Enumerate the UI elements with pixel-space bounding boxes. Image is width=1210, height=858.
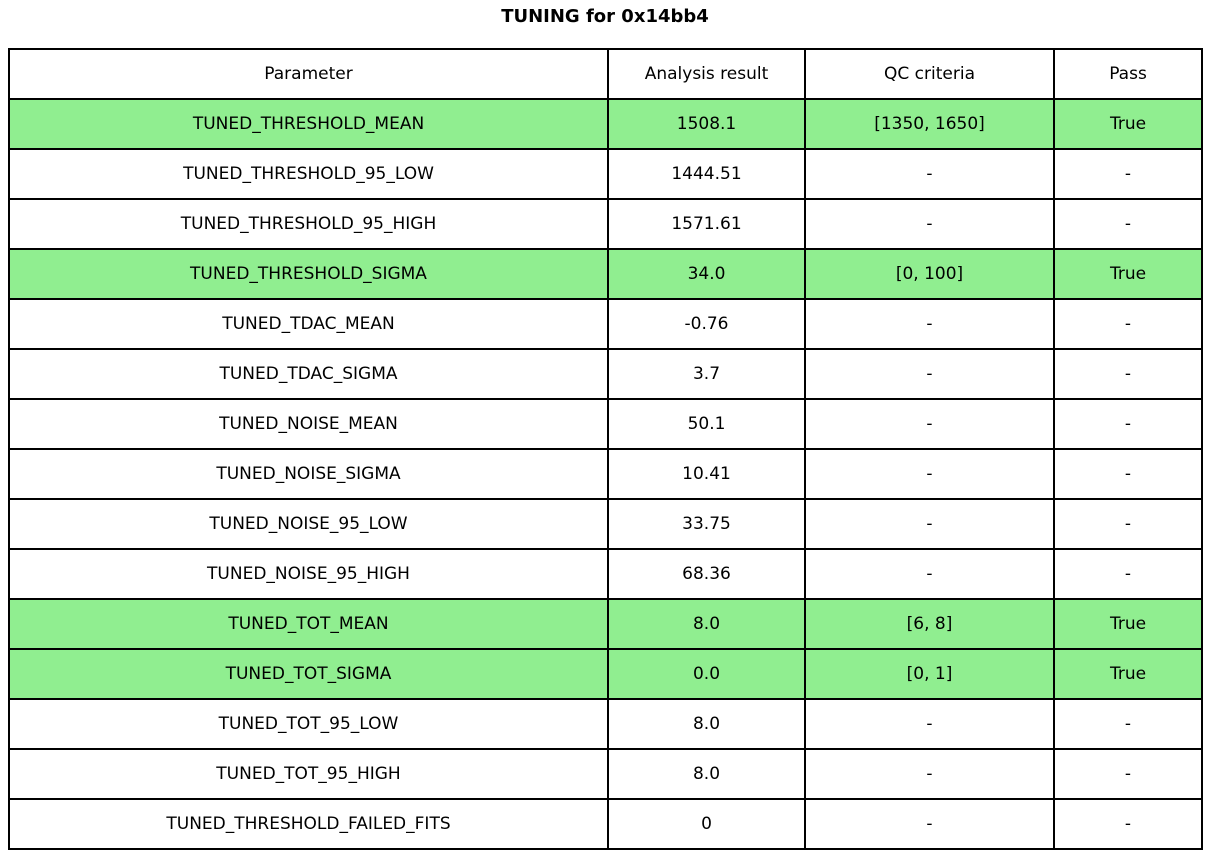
analysis-result-cell: 10.41 xyxy=(607,448,806,500)
column-header-analysis-result: Analysis result xyxy=(607,48,806,100)
table-row: TUNED_THRESHOLD_95_LOW 1444.51- - xyxy=(8,148,1203,200)
qc-criteria-cell: - xyxy=(804,348,1055,400)
column-header-parameter: Parameter xyxy=(8,48,609,100)
table-row: TUNED_THRESHOLD_FAILED_FITS 0- - xyxy=(8,798,1203,850)
qc-criteria-cell: - xyxy=(804,498,1055,550)
analysis-result-cell: 3.7 xyxy=(607,348,806,400)
tuning-qc-table: Parameter Analysis result QC criteria Pass … xyxy=(8,48,1203,850)
pass-cell: - xyxy=(1053,348,1203,400)
table-row: TUNED_TDAC_SIGMA 3.7- - xyxy=(8,348,1203,400)
analysis-result-cell: 1508.1 xyxy=(607,98,806,150)
pass-cell: - xyxy=(1053,798,1203,850)
table-row: TUNED_TOT_95_HIGH 8.0- - xyxy=(8,748,1203,800)
parameter-cell: TUNED_NOISE_SIGMA xyxy=(8,448,609,500)
analysis-result-cell: 1444.51 xyxy=(607,148,806,200)
analysis-result-cell: 8.0 xyxy=(607,748,806,800)
analysis-result-cell: 8.0 xyxy=(607,698,806,750)
parameter-cell: TUNED_NOISE_95_LOW xyxy=(8,498,609,550)
qc-criteria-cell: - xyxy=(804,398,1055,450)
parameter-cell: TUNED_THRESHOLD_95_LOW xyxy=(8,148,609,200)
column-header-qc-criteria: QC criteria xyxy=(804,48,1055,100)
analysis-result-cell: 1571.61 xyxy=(607,198,806,250)
analysis-result-cell: -0.76 xyxy=(607,298,806,350)
table-body: TUNED_THRESHOLD_MEAN 1508.1 [1350, 1650] Tr… xyxy=(8,98,1203,850)
qc-criteria-cell: [0, 100] xyxy=(804,248,1055,300)
parameter-cell: TUNED_THRESHOLD_FAILED_FITS xyxy=(8,798,609,850)
parameter-cell: TUNED_TOT_MEAN xyxy=(8,598,609,650)
parameter-cell: TUNED_TDAC_SIGMA xyxy=(8,348,609,400)
parameter-cell: TUNED_THRESHOLD_SIGMA xyxy=(8,248,609,300)
qc-criteria-cell: - xyxy=(804,548,1055,600)
column-header-pass: Pass xyxy=(1053,48,1203,100)
pass-cell: True xyxy=(1053,648,1203,700)
analysis-result-cell: 33.75 xyxy=(607,498,806,550)
parameter-cell: TUNED_NOISE_MEAN xyxy=(8,398,609,450)
table-row: TUNED_THRESHOLD_SIGMA 34.0 [0, 100] True xyxy=(8,248,1203,300)
pass-cell: - xyxy=(1053,498,1203,550)
table-row: TUNED_NOISE_95_HIGH 68.36- - xyxy=(8,548,1203,600)
table-row: TUNED_NOISE_SIGMA 10.41- - xyxy=(8,448,1203,500)
pass-cell: - xyxy=(1053,398,1203,450)
header-row: Parameter Analysis result QC criteria Pass xyxy=(8,48,1203,100)
parameter-cell: TUNED_NOISE_95_HIGH xyxy=(8,548,609,600)
table-row: TUNED_THRESHOLD_MEAN 1508.1 [1350, 1650] Tr… xyxy=(8,98,1203,150)
table-row: TUNED_TDAC_MEAN -0.76- - xyxy=(8,298,1203,350)
pass-cell: True xyxy=(1053,98,1203,150)
qc-criteria-cell: - xyxy=(804,148,1055,200)
table-row: TUNED_TOT_95_LOW 8.0- - xyxy=(8,698,1203,750)
pass-cell: True xyxy=(1053,248,1203,300)
pass-cell: - xyxy=(1053,698,1203,750)
table-row: TUNED_TOT_MEAN 8.0 [6, 8] True xyxy=(8,598,1203,650)
qc-criteria-cell: - xyxy=(804,748,1055,800)
qc-criteria-cell: [0, 1] xyxy=(804,648,1055,700)
parameter-cell: TUNED_THRESHOLD_MEAN xyxy=(8,98,609,150)
qc-criteria-cell: - xyxy=(804,448,1055,500)
qc-criteria-cell: - xyxy=(804,298,1055,350)
qc-criteria-cell: [1350, 1650] xyxy=(804,98,1055,150)
table-row: TUNED_THRESHOLD_95_HIGH 1571.61- - xyxy=(8,198,1203,250)
parameter-cell: TUNED_TOT_95_LOW xyxy=(8,698,609,750)
parameter-cell: TUNED_THRESHOLD_95_HIGH xyxy=(8,198,609,250)
pass-cell: - xyxy=(1053,148,1203,200)
table-row: TUNED_NOISE_95_LOW 33.75- - xyxy=(8,498,1203,550)
qc-criteria-cell: - xyxy=(804,698,1055,750)
pass-cell: - xyxy=(1053,298,1203,350)
parameter-cell: TUNED_TDAC_MEAN xyxy=(8,298,609,350)
pass-cell: True xyxy=(1053,598,1203,650)
pass-cell: - xyxy=(1053,548,1203,600)
analysis-result-cell: 0.0 xyxy=(607,648,806,700)
analysis-result-cell: 50.1 xyxy=(607,398,806,450)
analysis-result-cell: 68.36 xyxy=(607,548,806,600)
pass-cell: - xyxy=(1053,198,1203,250)
analysis-result-cell: 34.0 xyxy=(607,248,806,300)
parameter-cell: TUNED_TOT_95_HIGH xyxy=(8,748,609,800)
table-row: TUNED_TOT_SIGMA 0.0 [0, 1] True xyxy=(8,648,1203,700)
qc-criteria-cell: - xyxy=(804,798,1055,850)
pass-cell: - xyxy=(1053,448,1203,500)
qc-criteria-cell: - xyxy=(804,198,1055,250)
page-title: TUNING for 0x14bb4 xyxy=(501,6,709,27)
analysis-result-cell: 8.0 xyxy=(607,598,806,650)
pass-cell: - xyxy=(1053,748,1203,800)
table-header: Parameter Analysis result QC criteria Pass xyxy=(8,48,1203,100)
parameter-cell: TUNED_TOT_SIGMA xyxy=(8,648,609,700)
table-row: TUNED_NOISE_MEAN 50.1- - xyxy=(8,398,1203,450)
qc-criteria-cell: [6, 8] xyxy=(804,598,1055,650)
analysis-result-cell: 0 xyxy=(607,798,806,850)
